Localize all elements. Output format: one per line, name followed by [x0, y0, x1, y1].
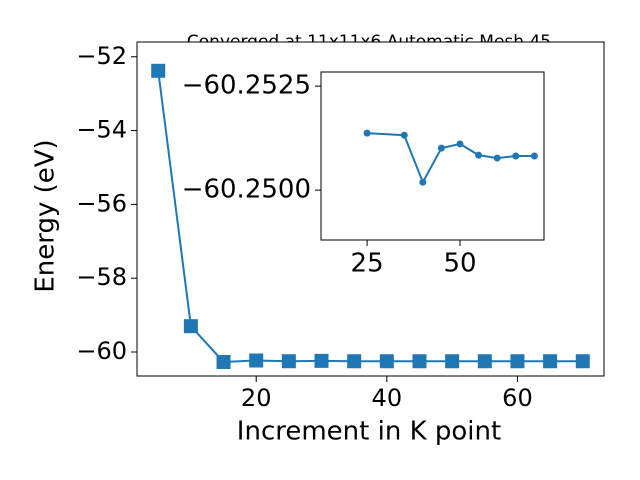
marker	[510, 354, 525, 369]
marker	[437, 144, 445, 152]
x-tick-label: 50	[443, 249, 476, 279]
x-tick-label: 20	[241, 384, 272, 412]
marker	[412, 354, 427, 369]
marker	[216, 354, 231, 369]
marker	[575, 354, 590, 369]
marker	[183, 319, 198, 334]
marker	[477, 354, 492, 369]
marker	[445, 354, 460, 369]
y-tick-label: −56	[76, 189, 127, 217]
x-tick-label: 25	[351, 249, 384, 279]
y-tick-label: −60.2500	[182, 175, 311, 205]
marker	[347, 354, 362, 369]
y-tick-label: −60	[76, 337, 127, 365]
marker	[456, 140, 464, 148]
marker	[475, 151, 483, 159]
marker	[151, 63, 166, 78]
y-tick-label: −60.2525	[182, 71, 311, 101]
y-tick-label: −58	[76, 263, 127, 291]
x-tick-label: 60	[502, 384, 533, 412]
y-axis-label: Energy (eV)	[31, 139, 61, 292]
marker	[400, 131, 408, 139]
marker	[363, 129, 371, 137]
y-tick-label: −54	[76, 116, 127, 144]
y-tick-label: −52	[76, 42, 127, 70]
marker	[543, 354, 558, 369]
marker	[493, 154, 501, 162]
marker	[249, 353, 264, 368]
marker	[281, 354, 296, 369]
marker	[379, 354, 394, 369]
x-axis-label: Increment in K point	[237, 417, 501, 447]
marker	[530, 152, 538, 160]
marker	[419, 178, 427, 186]
marker	[512, 152, 520, 160]
marker	[314, 353, 329, 368]
x-tick-label: 40	[372, 384, 403, 412]
